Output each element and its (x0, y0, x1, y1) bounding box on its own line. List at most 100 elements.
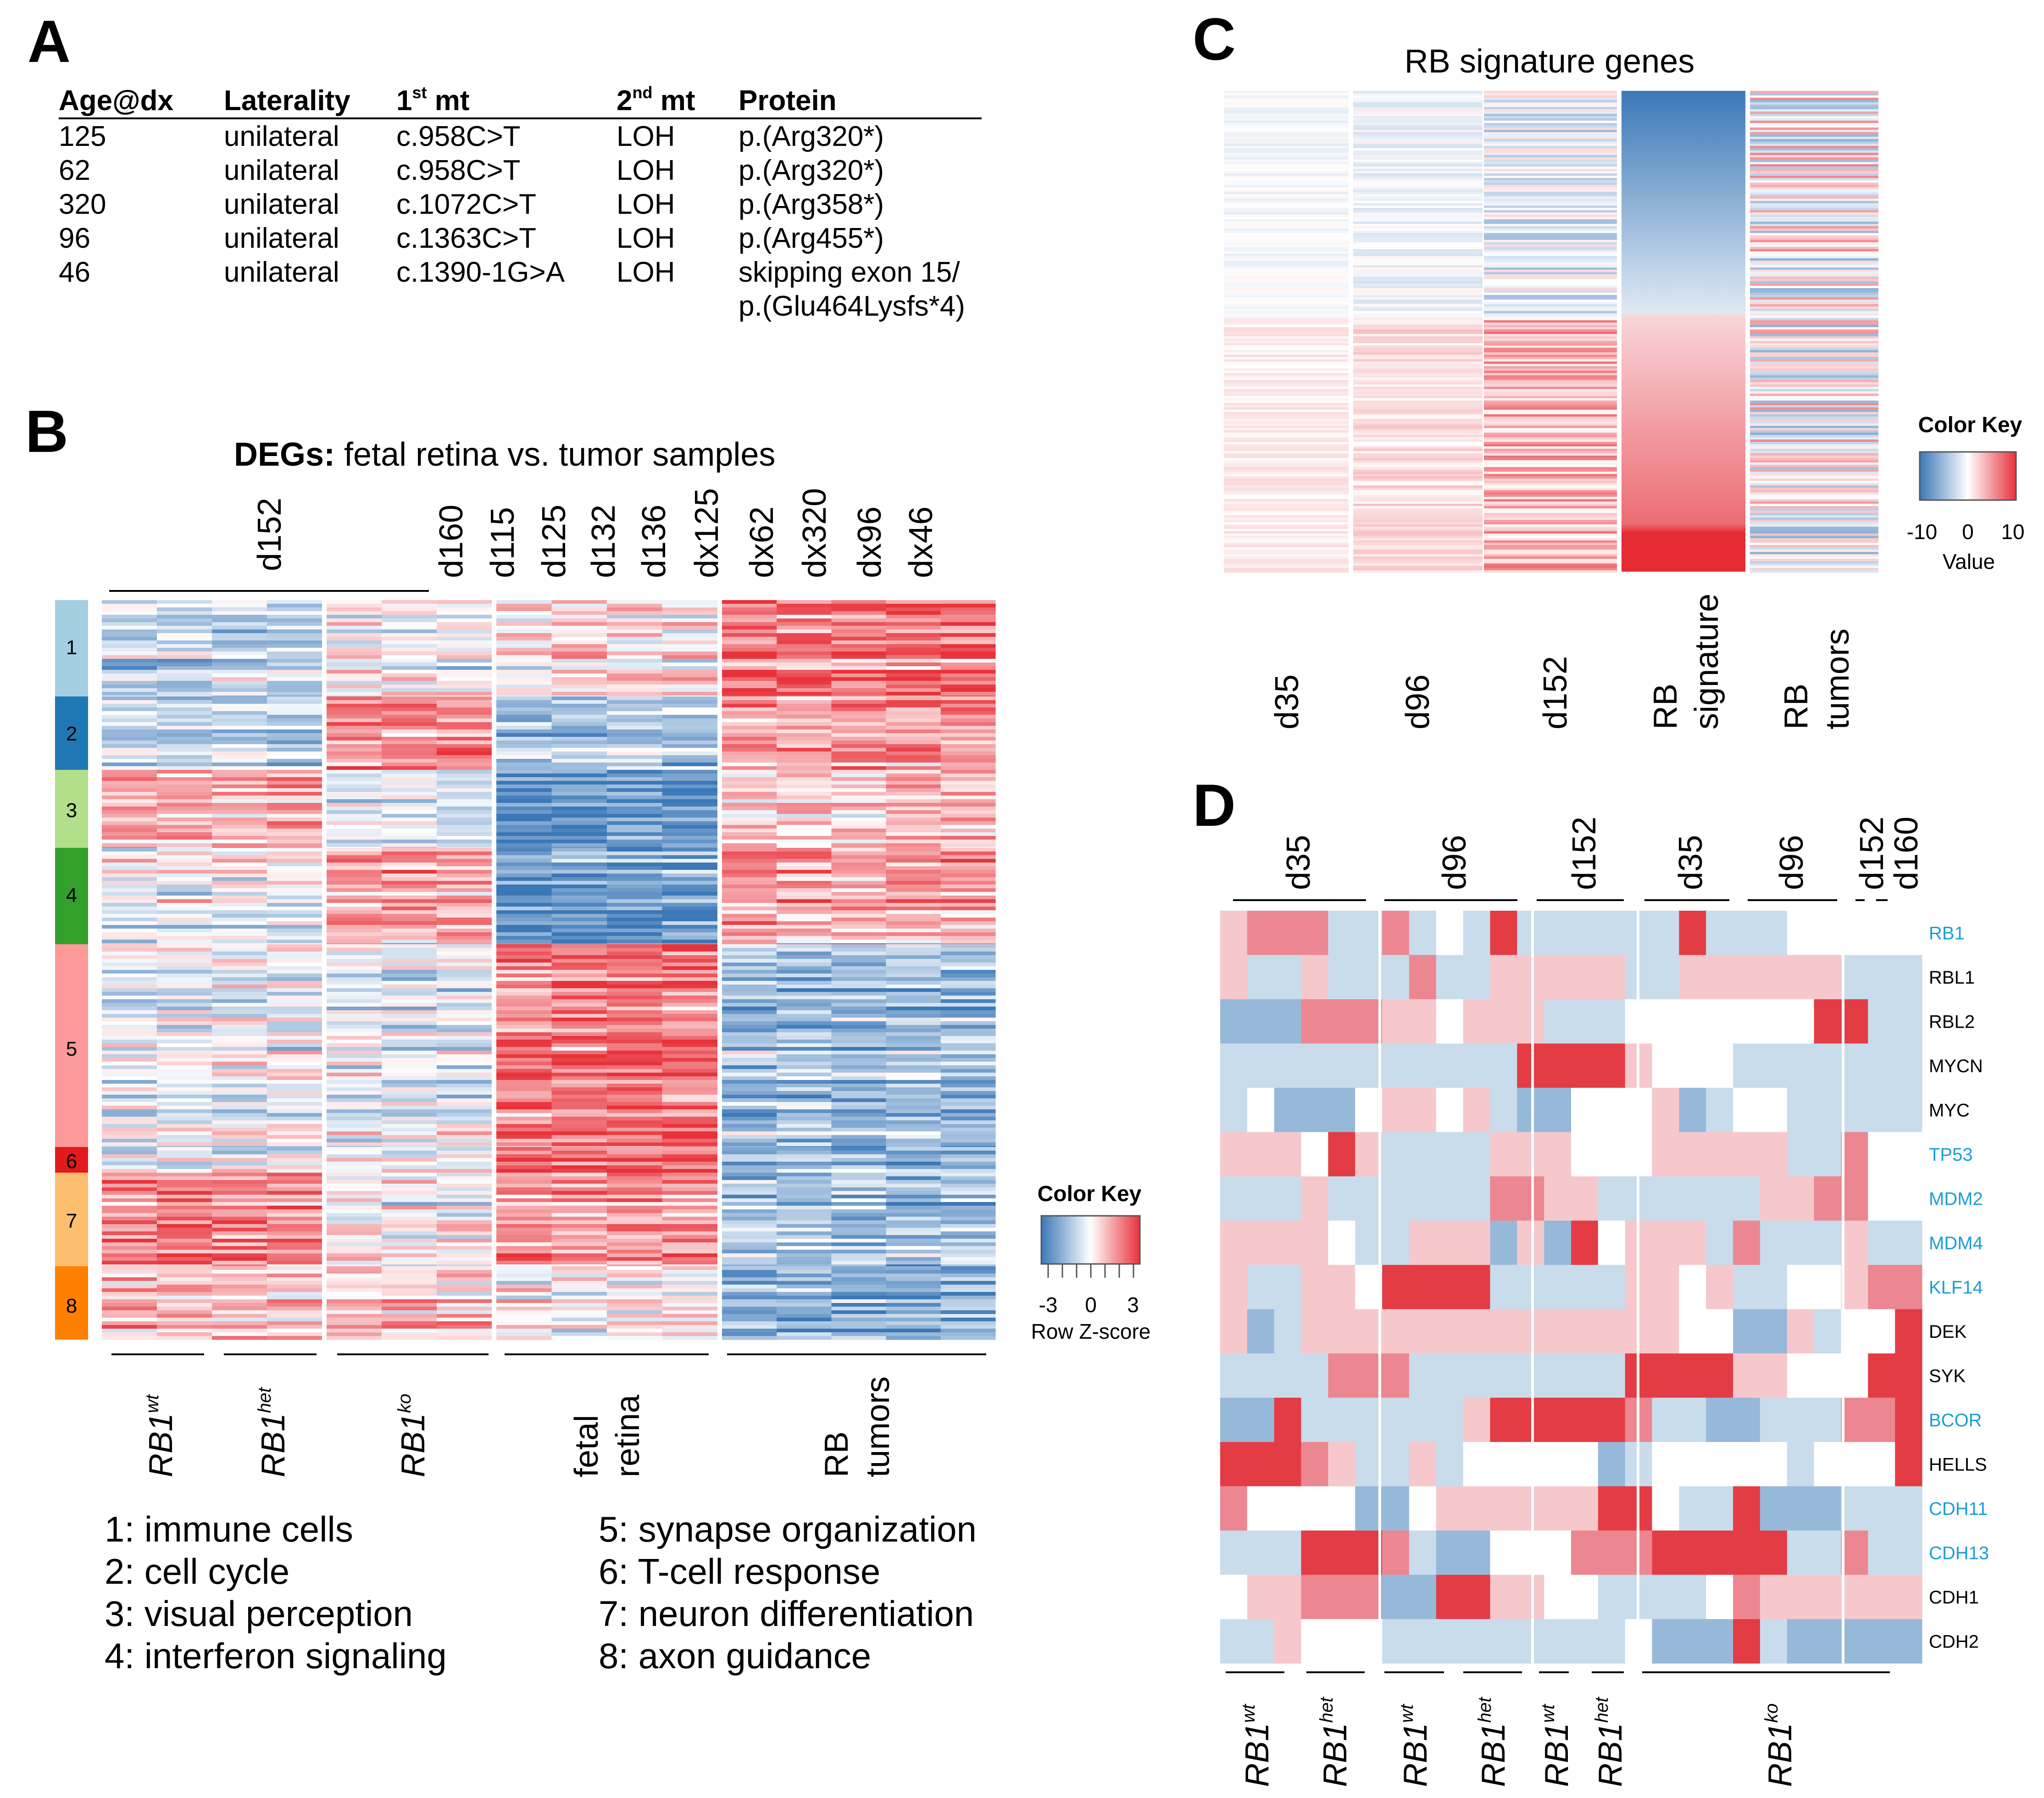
heat-cell (1301, 1265, 1328, 1309)
heat-cell (777, 925, 832, 929)
heat-cell (940, 1135, 996, 1139)
heat-cell (940, 1043, 996, 1047)
heat-cell (102, 1062, 157, 1066)
heat-cell (551, 1065, 607, 1069)
heat-cell (496, 1014, 552, 1018)
heat-cell (1484, 426, 1617, 429)
heat-cell (1353, 368, 1483, 371)
heat-cell (662, 803, 718, 807)
heat-cell (212, 988, 267, 992)
heat-cell (157, 1176, 212, 1180)
panel-label-c: C (1193, 6, 1236, 72)
heat-cell (327, 1274, 382, 1278)
heat-cell (722, 1224, 777, 1228)
heat-cell (607, 662, 663, 667)
heat-cell (267, 1220, 322, 1225)
heat-cell (327, 1128, 382, 1132)
heat-cell (437, 618, 492, 623)
heat-cell (327, 1062, 382, 1066)
heat-cell (662, 615, 718, 619)
heat-cell (940, 848, 996, 852)
heat-cell (267, 1187, 322, 1191)
heat-cell (267, 1007, 322, 1011)
heat-cell (1224, 394, 1349, 396)
heat-cell (722, 1117, 777, 1121)
heat-cell (940, 1239, 996, 1243)
panel-b-bottom-groups: RB1wt RB1het RB1ko fetal retina RB tumor… (111, 1353, 986, 1477)
heat-cell (1353, 203, 1483, 206)
heat-cell (496, 1021, 552, 1025)
heat-cell (1484, 203, 1617, 206)
heat-cell (267, 952, 322, 956)
heat-cell (886, 1206, 941, 1210)
heat-cell (1760, 1088, 1788, 1132)
heat-cell (382, 1246, 437, 1250)
heat-cell (437, 840, 492, 844)
heat-cell (940, 1296, 996, 1300)
heat-cell (102, 996, 157, 1000)
heat-cell (1484, 263, 1617, 266)
heat-cell (1750, 495, 1878, 497)
heat-cell (212, 759, 267, 763)
heat-cell (1353, 515, 1483, 518)
heat-cell (1484, 334, 1617, 337)
heat-cell (1571, 1619, 1599, 1664)
heat-cell (1750, 183, 1878, 185)
heat-cell (607, 751, 663, 756)
heat-cell (1274, 911, 1302, 955)
heat-cell (496, 670, 552, 674)
heat-cell (1484, 123, 1617, 126)
heat-cell (777, 1054, 832, 1058)
heat-cell (940, 1303, 996, 1307)
heat-cell (831, 952, 887, 956)
heat-cell (831, 1007, 887, 1011)
heat-cell (267, 1120, 322, 1124)
heat-cell (327, 1261, 382, 1265)
heat-cell (886, 1266, 941, 1270)
heat-cell (382, 1206, 437, 1210)
heat-cell (1787, 1531, 1815, 1575)
heat-cell (212, 1162, 267, 1166)
heat-cell (1868, 1043, 1895, 1088)
heat-cell (157, 1080, 212, 1084)
heat-cell (551, 988, 607, 992)
heat-cell (551, 777, 607, 781)
heat-cell (496, 1036, 552, 1040)
heat-cell (886, 640, 941, 645)
heat-cell (1484, 476, 1617, 479)
heat-cell (1484, 95, 1617, 98)
heat-cell (777, 677, 832, 681)
heat-cell (382, 1142, 437, 1147)
heat-cell (157, 955, 212, 959)
heat-cell (1224, 476, 1349, 479)
heat-cell (327, 977, 382, 981)
heat-cell (662, 1128, 718, 1132)
heat-cell (496, 940, 552, 944)
heat-cell (1224, 451, 1349, 454)
heat-cell (1787, 999, 1815, 1044)
heat-cell (607, 644, 663, 648)
heat-cell (1750, 102, 1878, 105)
heat-cell (327, 696, 382, 701)
heat-cell (327, 899, 382, 903)
heat-cell (607, 1235, 663, 1239)
heat-cell (212, 722, 267, 726)
heat-cell (831, 877, 887, 881)
cell-age: 320 (59, 189, 106, 220)
heat-cell (551, 1139, 607, 1143)
heat-cell (267, 1069, 322, 1073)
heat-cell (1750, 460, 1878, 463)
heat-cell (157, 659, 212, 663)
heat-cell (722, 1277, 777, 1281)
heat-cell (102, 792, 157, 796)
heat-cell (1224, 148, 1349, 151)
heat-cell (267, 785, 322, 789)
heat-cell (382, 1220, 437, 1225)
heat-cell (382, 1113, 437, 1117)
heat-cell (831, 892, 887, 896)
heat-cell (496, 1296, 552, 1300)
heat-cell (1895, 1088, 1922, 1132)
heat-cell (437, 925, 492, 929)
heat-cell (607, 1292, 663, 1296)
heat-cell (102, 1307, 157, 1311)
